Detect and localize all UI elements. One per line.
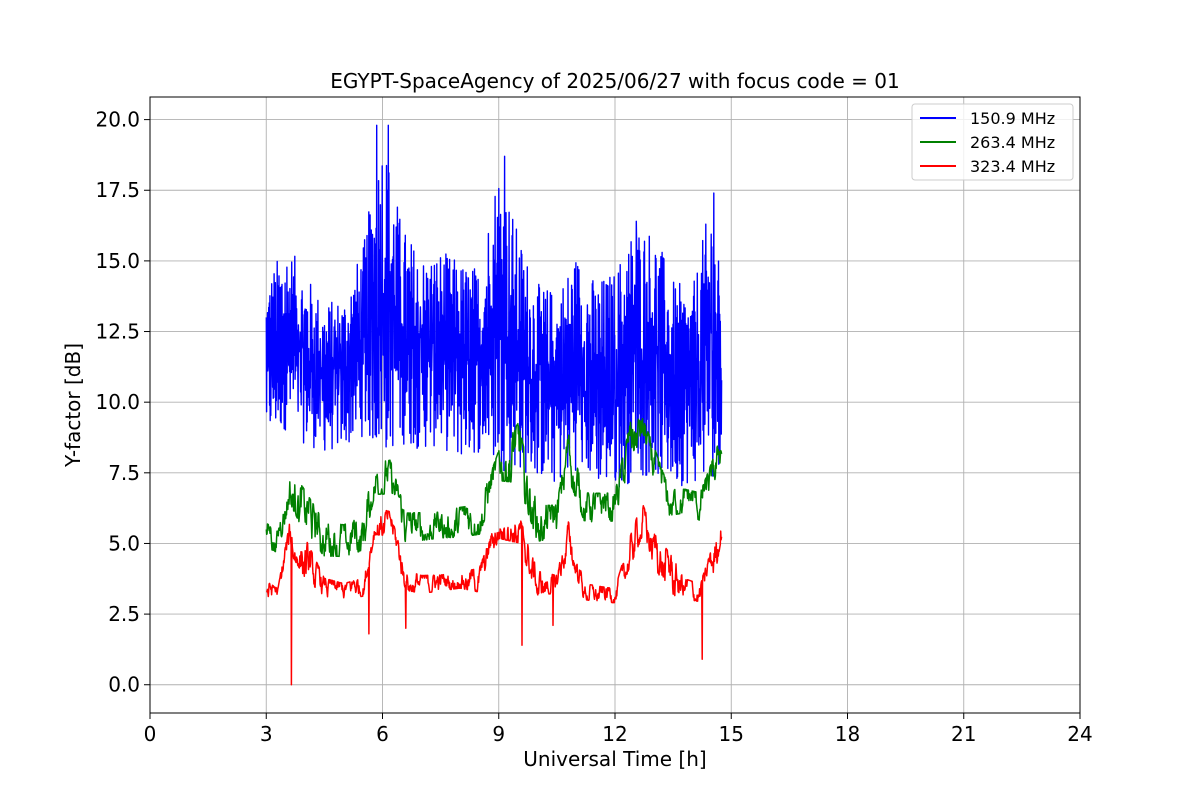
- x-tick-label: 24: [1067, 722, 1092, 746]
- y-tick-label: 2.5: [108, 602, 140, 626]
- y-tick-label: 0.0: [108, 673, 140, 697]
- x-tick-label: 21: [951, 722, 976, 746]
- y-tick-label: 12.5: [95, 320, 140, 344]
- chart-title: EGYPT-SpaceAgency of 2025/06/27 with foc…: [330, 69, 899, 93]
- x-axis-label: Universal Time [h]: [523, 747, 706, 771]
- y-tick-label: 5.0: [108, 531, 140, 555]
- y-tick-label: 17.5: [95, 178, 140, 202]
- chart-figure: EGYPT-SpaceAgency of 2025/06/27 with foc…: [0, 0, 1200, 800]
- legend: 150.9 MHz 263.4 MHz 323.4 MHz: [912, 104, 1073, 180]
- legend-label: 323.4 MHz: [970, 157, 1055, 176]
- x-tick-label: 6: [376, 722, 389, 746]
- y-axis-label: Y-factor [dB]: [61, 343, 85, 468]
- legend-label: 150.9 MHz: [970, 109, 1055, 128]
- y-tick-label: 7.5: [108, 461, 140, 485]
- x-tick-label: 18: [835, 722, 860, 746]
- legend-label: 263.4 MHz: [970, 133, 1055, 152]
- x-tick-label: 0: [144, 722, 157, 746]
- y-tick-label: 10.0: [95, 390, 140, 414]
- x-tick-label: 15: [719, 722, 744, 746]
- x-tick-label: 12: [602, 722, 627, 746]
- x-tick-label: 9: [492, 722, 505, 746]
- x-tick-label: 3: [260, 722, 273, 746]
- y-tick-label: 15.0: [95, 249, 140, 273]
- y-tick-label: 20.0: [95, 108, 140, 132]
